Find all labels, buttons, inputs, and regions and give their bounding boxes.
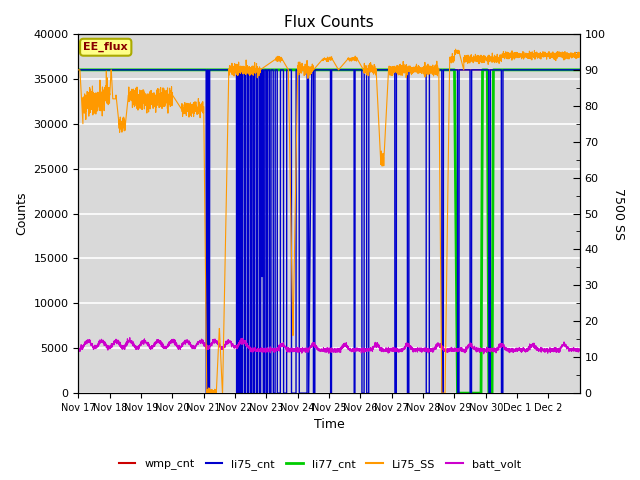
Text: EE_flux: EE_flux (83, 42, 128, 52)
Title: Flux Counts: Flux Counts (284, 15, 374, 30)
Legend: wmp_cnt, li75_cnt, li77_cnt, Li75_SS, batt_volt: wmp_cnt, li75_cnt, li77_cnt, Li75_SS, ba… (115, 455, 525, 474)
Y-axis label: 7500 SS: 7500 SS (612, 188, 625, 240)
X-axis label: Time: Time (314, 419, 344, 432)
Y-axis label: Counts: Counts (15, 192, 28, 235)
